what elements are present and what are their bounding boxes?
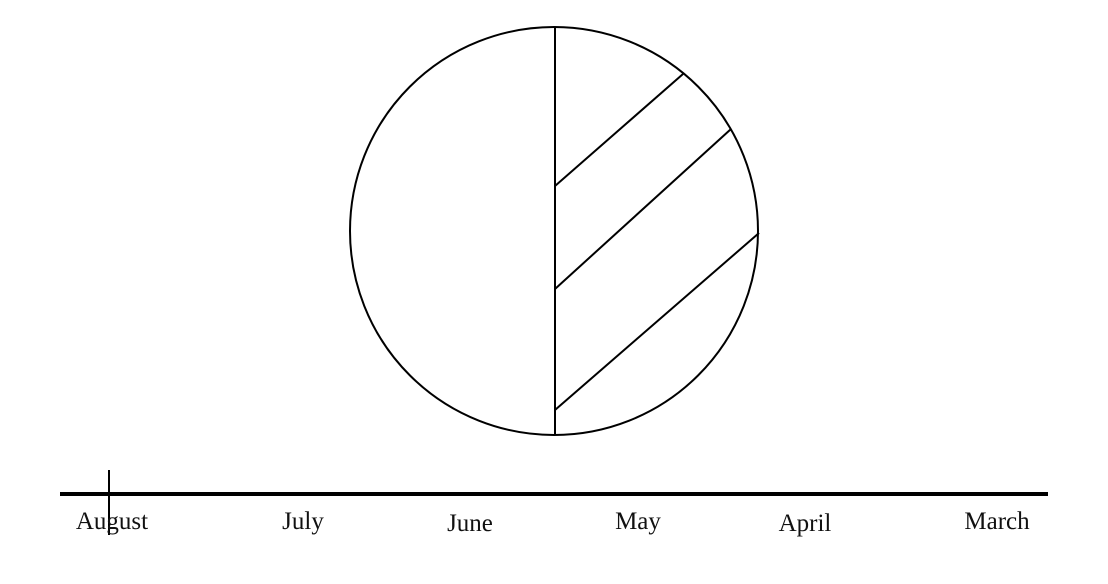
timeline-label-june: June <box>447 510 493 537</box>
timeline-label-march: March <box>964 508 1030 535</box>
timeline-label-may: May <box>615 508 661 535</box>
timeline-label-august: August <box>76 508 148 535</box>
moon-hatch-line <box>554 128 732 290</box>
timeline-label-july: July <box>282 508 324 535</box>
moon-hatch-line <box>554 232 760 411</box>
moon-hatch-line <box>554 73 684 187</box>
timeline-label-april: April <box>779 510 832 537</box>
